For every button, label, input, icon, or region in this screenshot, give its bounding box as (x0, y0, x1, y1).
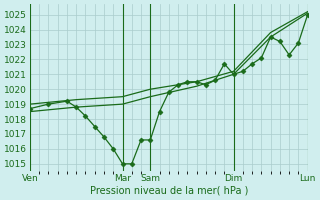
X-axis label: Pression niveau de la mer( hPa ): Pression niveau de la mer( hPa ) (90, 186, 248, 196)
